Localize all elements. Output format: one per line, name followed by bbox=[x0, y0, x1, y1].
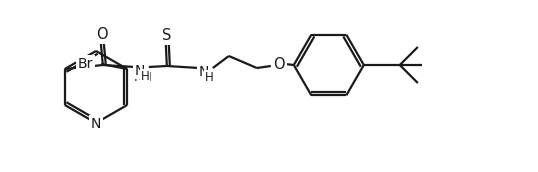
Text: O: O bbox=[96, 26, 108, 41]
Text: S: S bbox=[162, 28, 172, 42]
Text: N: N bbox=[91, 117, 101, 131]
Text: O: O bbox=[273, 56, 285, 72]
Text: N: N bbox=[134, 64, 145, 78]
Text: NH: NH bbox=[133, 71, 152, 83]
Text: N: N bbox=[199, 65, 209, 79]
Text: Br: Br bbox=[78, 57, 93, 71]
Text: H: H bbox=[140, 69, 149, 83]
Text: H: H bbox=[204, 71, 213, 83]
